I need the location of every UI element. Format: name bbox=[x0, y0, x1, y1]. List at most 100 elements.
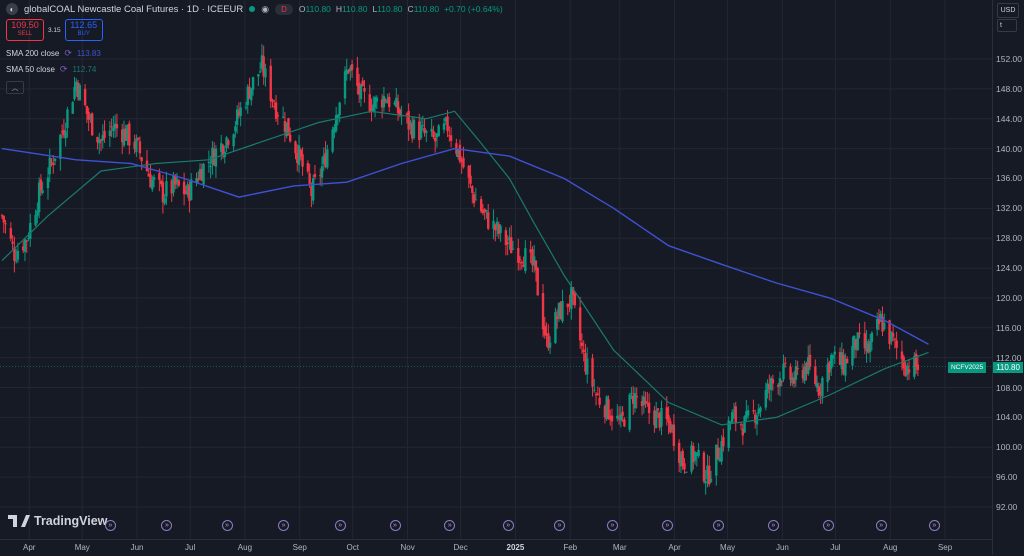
symbol-header: ◐ globalCOAL Newcastle Coal Futures · 1D… bbox=[6, 3, 503, 15]
candle-body bbox=[138, 141, 142, 154]
candle-body bbox=[220, 143, 223, 152]
month-tick-label: Dec bbox=[453, 543, 468, 552]
candle-body bbox=[296, 152, 299, 164]
price-chart[interactable] bbox=[0, 0, 992, 539]
candle-body bbox=[789, 366, 792, 380]
candle-body bbox=[769, 378, 773, 390]
candle-body bbox=[380, 99, 384, 108]
candle-body bbox=[842, 354, 845, 374]
candle-body bbox=[522, 264, 525, 267]
candle-body bbox=[603, 406, 607, 418]
month-tick-label: May bbox=[74, 543, 90, 552]
candle-body bbox=[895, 340, 898, 348]
currency-selector[interactable]: USD bbox=[997, 3, 1019, 18]
candle-body bbox=[357, 82, 361, 95]
candle-body bbox=[234, 126, 237, 132]
candle-body bbox=[541, 293, 545, 330]
candle-body bbox=[479, 199, 483, 212]
candle-body bbox=[644, 400, 647, 403]
data-flag[interactable]: D bbox=[275, 3, 293, 15]
candle-body bbox=[568, 304, 571, 306]
event-marker-icon[interactable]: » bbox=[104, 520, 116, 531]
event-marker-icon[interactable]: » bbox=[221, 520, 233, 531]
candle-body bbox=[71, 102, 74, 114]
event-marker-icon[interactable]: » bbox=[389, 520, 401, 531]
candle-body bbox=[803, 366, 806, 381]
market-status-icon[interactable] bbox=[249, 6, 256, 12]
candle-body bbox=[753, 414, 757, 423]
candle-body bbox=[283, 120, 287, 132]
candle-body bbox=[670, 425, 674, 430]
eye-icon[interactable]: ◉ bbox=[261, 3, 270, 14]
tradingview-logo[interactable]: TradingView bbox=[8, 514, 107, 528]
candle-body bbox=[561, 300, 564, 322]
candle-body bbox=[458, 144, 462, 162]
candle-body bbox=[135, 138, 138, 152]
candle-body bbox=[685, 471, 688, 473]
month-tick-label: 2025 bbox=[506, 543, 525, 552]
candle-body bbox=[497, 224, 501, 234]
candle-body bbox=[375, 97, 379, 102]
buy-button[interactable]: 112.65 BUY bbox=[64, 19, 103, 41]
candle-body bbox=[534, 260, 538, 271]
candle-body bbox=[759, 407, 762, 412]
candle-body bbox=[372, 104, 375, 112]
chart-area[interactable] bbox=[0, 0, 992, 539]
price-axis[interactable] bbox=[992, 0, 1024, 555]
candle-body bbox=[739, 424, 743, 426]
settings-loop-icon[interactable]: ⟳ bbox=[59, 64, 68, 74]
candle-body bbox=[683, 463, 686, 470]
candle-body bbox=[854, 339, 858, 349]
candle-body bbox=[732, 410, 736, 412]
event-marker-icon[interactable]: » bbox=[334, 520, 346, 531]
indicator-sma50[interactable]: SMA 50 close ⟳ 112.74 bbox=[6, 64, 96, 75]
event-marker-icon[interactable]: » bbox=[928, 520, 940, 531]
candle-body bbox=[658, 412, 661, 428]
event-marker-icon[interactable]: » bbox=[822, 520, 834, 531]
current-price-label: 110.80 bbox=[993, 362, 1023, 373]
event-marker-icon[interactable]: » bbox=[713, 520, 725, 531]
candle-body bbox=[396, 101, 400, 114]
event-marker-icon[interactable]: » bbox=[875, 520, 887, 531]
indicator-sma200[interactable]: SMA 200 close ⟳ 113.83 bbox=[6, 48, 101, 59]
event-marker-icon[interactable]: » bbox=[606, 520, 618, 531]
candle-body bbox=[347, 69, 350, 73]
candle-body bbox=[543, 325, 546, 336]
symbol-title[interactable]: globalCOAL Newcastle Coal Futures · 1D ·… bbox=[24, 3, 244, 15]
collapse-legend-button[interactable]: ︿ bbox=[6, 81, 24, 94]
candle-body bbox=[471, 186, 474, 193]
event-marker-icon[interactable]: » bbox=[444, 520, 456, 531]
event-marker-icon[interactable]: » bbox=[767, 520, 779, 531]
candle-body bbox=[274, 102, 278, 119]
sell-button[interactable]: 109.50 SELL bbox=[6, 19, 44, 41]
candle-body bbox=[136, 137, 140, 140]
event-marker-icon[interactable]: » bbox=[553, 520, 565, 531]
month-tick-label: Jun bbox=[775, 543, 789, 552]
candle-body bbox=[517, 248, 520, 263]
event-marker-icon[interactable]: » bbox=[278, 520, 290, 531]
candle-body bbox=[780, 381, 783, 383]
event-marker-icon[interactable]: » bbox=[161, 520, 173, 531]
candle-body bbox=[520, 262, 524, 264]
candle-body bbox=[147, 173, 150, 177]
candle-body bbox=[262, 56, 265, 77]
candle-body bbox=[814, 366, 817, 385]
candle-body bbox=[580, 342, 584, 347]
candle-body bbox=[853, 335, 856, 350]
unit-selector[interactable]: t bbox=[997, 19, 1017, 32]
candle-body bbox=[368, 94, 371, 112]
candle-body bbox=[0, 215, 4, 217]
candle-body bbox=[743, 416, 746, 433]
candle-body bbox=[548, 342, 552, 348]
candle-body bbox=[338, 102, 341, 116]
candle-body bbox=[101, 135, 104, 141]
candle-body bbox=[59, 134, 62, 159]
candle-body bbox=[251, 77, 255, 90]
candle-body bbox=[547, 333, 550, 349]
buy-label: BUY bbox=[77, 31, 90, 37]
time-axis[interactable]: Apr May Jun Jul Aug Sep Oct Nov Dec 2025 Feb Mar Apr… bbox=[0, 539, 992, 556]
candle-body bbox=[679, 454, 683, 467]
event-marker-icon[interactable]: » bbox=[661, 520, 673, 531]
settings-loop-icon[interactable]: ⟳ bbox=[64, 48, 72, 58]
event-marker-icon[interactable]: » bbox=[502, 520, 514, 531]
